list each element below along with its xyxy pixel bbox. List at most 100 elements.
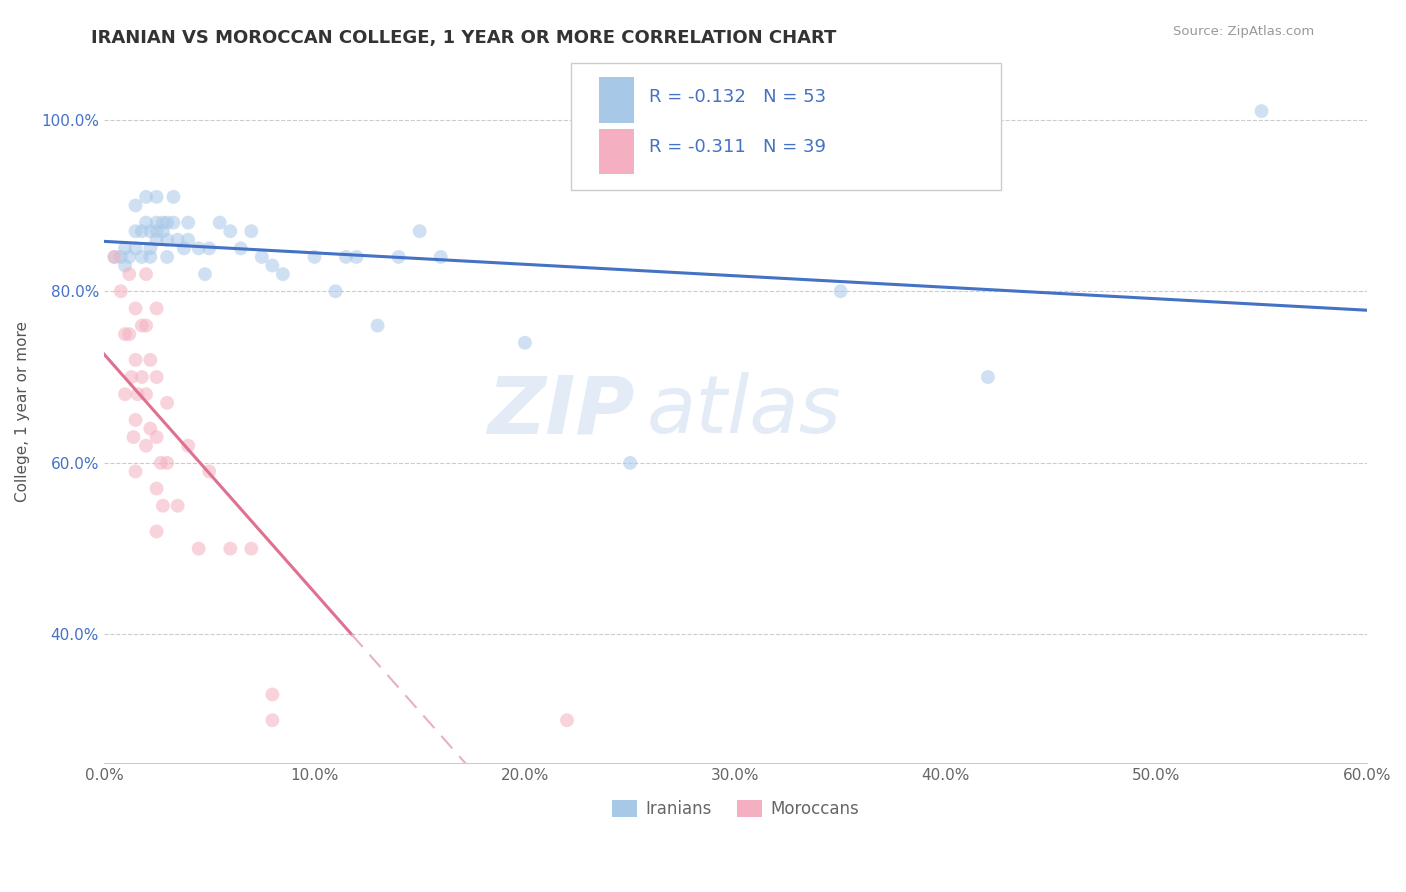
Point	[152, 216, 174, 230]
Point	[131, 318, 153, 333]
Point	[103, 250, 125, 264]
Point	[240, 541, 263, 556]
Point	[262, 259, 284, 273]
Point	[240, 224, 263, 238]
Point	[135, 439, 157, 453]
Point	[162, 216, 184, 230]
Text: atlas: atlas	[647, 372, 842, 450]
Point	[103, 250, 125, 264]
FancyBboxPatch shape	[599, 128, 634, 174]
Legend: Iranians, Moroccans: Iranians, Moroccans	[606, 794, 866, 825]
Point	[120, 370, 142, 384]
Point	[219, 541, 242, 556]
Point	[187, 241, 209, 255]
Point	[208, 216, 231, 230]
Point	[124, 301, 146, 316]
Point	[139, 224, 162, 238]
Point	[408, 224, 430, 238]
Point	[149, 456, 172, 470]
Point	[118, 327, 141, 342]
Point	[135, 318, 157, 333]
Point	[122, 430, 145, 444]
Point	[194, 267, 217, 281]
Point	[145, 224, 167, 238]
Point	[135, 216, 157, 230]
Point	[229, 241, 252, 255]
Point	[127, 387, 149, 401]
Point	[271, 267, 294, 281]
Point	[110, 285, 132, 299]
Text: ZIP: ZIP	[486, 372, 634, 450]
Point	[262, 688, 284, 702]
Point	[156, 396, 179, 410]
Text: IRANIAN VS MOROCCAN COLLEGE, 1 YEAR OR MORE CORRELATION CHART: IRANIAN VS MOROCCAN COLLEGE, 1 YEAR OR M…	[91, 29, 837, 46]
Point	[124, 241, 146, 255]
Point	[135, 387, 157, 401]
Point	[114, 259, 136, 273]
Point	[156, 250, 179, 264]
Point	[177, 216, 200, 230]
Point	[118, 267, 141, 281]
Point	[325, 285, 347, 299]
Point	[152, 224, 174, 238]
Text: Source: ZipAtlas.com: Source: ZipAtlas.com	[1174, 25, 1315, 38]
Point	[619, 456, 641, 470]
Point	[177, 233, 200, 247]
Point	[177, 439, 200, 453]
Point	[124, 352, 146, 367]
Point	[513, 335, 536, 350]
Point	[118, 250, 141, 264]
Point	[173, 241, 195, 255]
Point	[156, 456, 179, 470]
Point	[367, 318, 389, 333]
Point	[156, 233, 179, 247]
Point	[977, 370, 1000, 384]
Point	[152, 499, 174, 513]
Point	[135, 190, 157, 204]
Point	[250, 250, 273, 264]
Point	[145, 233, 167, 247]
Point	[388, 250, 411, 264]
Point	[135, 267, 157, 281]
Point	[198, 465, 221, 479]
Point	[124, 413, 146, 427]
Point	[145, 482, 167, 496]
Y-axis label: College, 1 year or more: College, 1 year or more	[15, 321, 30, 502]
Point	[304, 250, 326, 264]
FancyBboxPatch shape	[599, 78, 634, 123]
Text: R = -0.132   N = 53: R = -0.132 N = 53	[650, 87, 827, 106]
Text: R = -0.311   N = 39: R = -0.311 N = 39	[650, 137, 827, 156]
Point	[156, 216, 179, 230]
Point	[166, 499, 188, 513]
Point	[110, 250, 132, 264]
Point	[139, 352, 162, 367]
Point	[1250, 104, 1272, 119]
Point	[145, 301, 167, 316]
Point	[187, 541, 209, 556]
Point	[139, 250, 162, 264]
Point	[114, 327, 136, 342]
Point	[131, 224, 153, 238]
Point	[114, 241, 136, 255]
Point	[162, 190, 184, 204]
Point	[166, 233, 188, 247]
Point	[145, 216, 167, 230]
FancyBboxPatch shape	[571, 63, 1001, 190]
Point	[346, 250, 368, 264]
Point	[131, 250, 153, 264]
Point	[131, 370, 153, 384]
Point	[139, 421, 162, 435]
Point	[124, 198, 146, 212]
Point	[145, 190, 167, 204]
Point	[555, 713, 578, 727]
Point	[139, 241, 162, 255]
Point	[830, 285, 852, 299]
Point	[145, 430, 167, 444]
Point	[219, 224, 242, 238]
Point	[145, 524, 167, 539]
Point	[429, 250, 451, 264]
Point	[262, 713, 284, 727]
Point	[145, 370, 167, 384]
Point	[124, 465, 146, 479]
Point	[198, 241, 221, 255]
